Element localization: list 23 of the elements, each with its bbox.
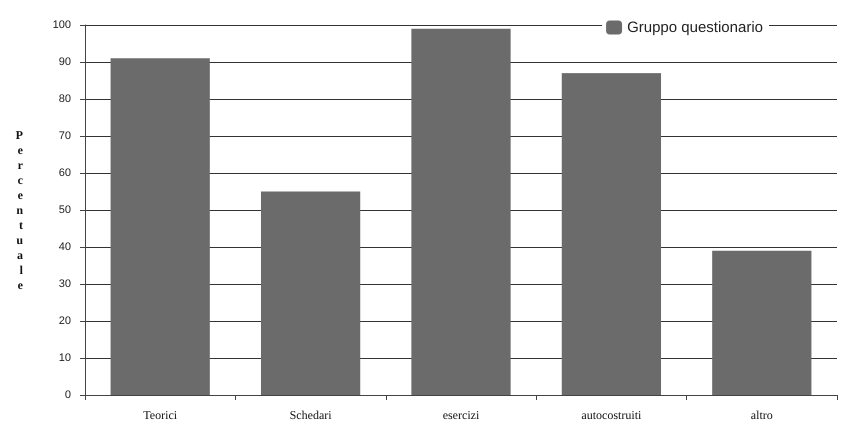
y-tick-label: 90 [58,56,71,68]
bar [411,28,511,395]
y-tick-label: 100 [52,19,71,31]
y-tick-label: 60 [58,167,71,179]
x-tick-label: Teorici [143,408,178,422]
y-tick-label: 40 [58,241,71,253]
bar [562,73,662,395]
legend-label: Gruppo questionario [627,19,764,36]
y-tick-label: 20 [58,315,71,327]
x-tick-label: Schedari [290,408,332,422]
y-tick-label: 10 [58,352,71,364]
bar [712,250,812,395]
x-tick-label: esercizi [442,408,480,422]
y-tick-label: 70 [58,130,71,142]
bar [110,58,210,395]
y-tick-label: 0 [64,389,71,401]
y-tick-label: 30 [58,278,71,290]
bar [260,192,360,395]
x-tick-label: altro [750,408,773,422]
text: Percentuale [16,128,23,292]
x-tick-label: autocostruiti [581,408,642,422]
y-tick-label: 50 [58,204,71,216]
y-tick-label: 80 [58,93,71,105]
